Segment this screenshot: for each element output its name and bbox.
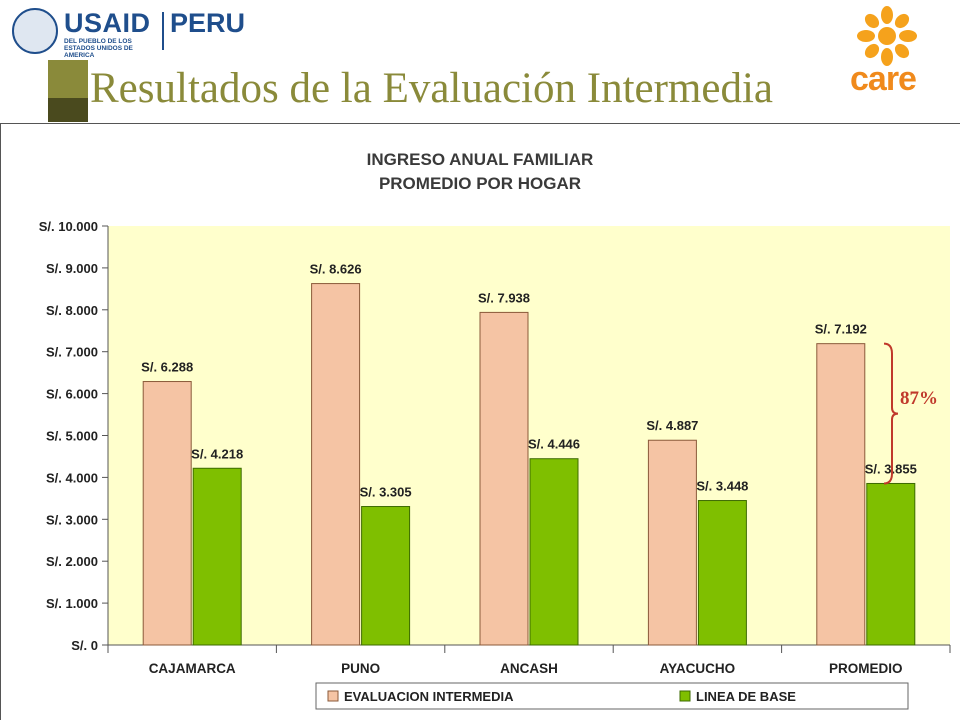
y-tick-label: S/. 6.000 bbox=[46, 387, 98, 402]
growth-annotation: 87% bbox=[900, 388, 938, 409]
x-tick-label: PROMEDIO bbox=[829, 661, 903, 676]
x-tick-label: CAJAMARCA bbox=[149, 661, 236, 676]
x-tick-label: ANCASH bbox=[500, 661, 558, 676]
usaid-logo: USAID PERU DEL PUEBLO DE LOS ESTADOS UNI… bbox=[8, 6, 248, 59]
y-tick-label: S/. 3.000 bbox=[46, 512, 98, 527]
y-tick-label: S/. 9.000 bbox=[46, 261, 98, 276]
y-tick-label: S/. 10.000 bbox=[39, 219, 98, 234]
bar-evaluacion bbox=[647, 439, 697, 646]
bar-evaluacion bbox=[479, 311, 529, 646]
x-tick-label: PUNO bbox=[341, 661, 380, 676]
legend-label: EVALUACION INTERMEDIA bbox=[344, 689, 514, 704]
y-tick-label: S/. 4.000 bbox=[46, 470, 98, 485]
decorative-bar bbox=[48, 98, 88, 122]
usaid-wordmark: USAID bbox=[64, 8, 151, 38]
data-label: S/. 3.305 bbox=[360, 485, 412, 500]
usaid-tagline: DEL PUEBLO DE LOS ESTADOS UNIDOS DE AMER… bbox=[64, 38, 133, 59]
y-tick-label: S/. 8.000 bbox=[46, 303, 98, 318]
y-tick-label: S/. 2.000 bbox=[46, 554, 98, 569]
y-tick-label: S/. 1.000 bbox=[46, 596, 98, 611]
y-tick-label: S/. 7.000 bbox=[46, 345, 98, 360]
y-tick-label: S/. 5.000 bbox=[46, 429, 98, 444]
bar-evaluacion bbox=[816, 343, 866, 646]
usaid-seal-icon bbox=[12, 8, 58, 54]
bar-linea-base bbox=[192, 467, 242, 646]
data-label: S/. 7.938 bbox=[478, 290, 530, 305]
bar-linea-base bbox=[866, 482, 916, 646]
bar-evaluacion bbox=[142, 381, 192, 646]
plot-area bbox=[108, 226, 950, 645]
data-label: S/. 4.887 bbox=[646, 418, 698, 433]
bar-linea-base bbox=[361, 506, 411, 646]
care-logo: care bbox=[848, 6, 928, 101]
usaid-country: PERU bbox=[170, 8, 246, 38]
legend-swatch-linea-base bbox=[679, 690, 691, 702]
care-wordmark: care bbox=[850, 60, 917, 98]
legend-label: LINEA DE BASE bbox=[696, 689, 796, 704]
data-label: S/. 8.626 bbox=[310, 262, 362, 277]
data-label: S/. 4.446 bbox=[528, 437, 580, 452]
bar-linea-base bbox=[697, 500, 747, 646]
legend-box bbox=[315, 682, 909, 710]
bar-evaluacion bbox=[311, 283, 361, 646]
data-label: S/. 7.192 bbox=[815, 322, 867, 337]
data-label: S/. 3.448 bbox=[696, 479, 748, 494]
legend-swatch-evaluacion bbox=[327, 690, 339, 702]
growth-bracket bbox=[883, 342, 899, 485]
chart-subtitle: PROMEDIO POR HOGAR bbox=[378, 174, 582, 193]
care-hands-icon bbox=[857, 6, 917, 66]
decorative-bar bbox=[48, 60, 88, 98]
chart-title: INGRESO ANUAL FAMILIAR bbox=[366, 150, 594, 169]
y-tick-label: S/. 0 bbox=[71, 638, 98, 653]
data-label: S/. 3.855 bbox=[865, 461, 917, 476]
bar-linea-base bbox=[529, 458, 579, 646]
data-label: S/. 6.288 bbox=[141, 360, 193, 375]
slide-title: Resultados de la Evaluación Intermedia bbox=[90, 65, 773, 112]
data-label: S/. 4.218 bbox=[191, 446, 243, 461]
logo-separator bbox=[162, 12, 164, 50]
x-tick-label: AYACUCHO bbox=[660, 661, 736, 676]
chart-title-block: INGRESO ANUAL FAMILIAR PROMEDIO POR HOGA… bbox=[180, 148, 780, 196]
